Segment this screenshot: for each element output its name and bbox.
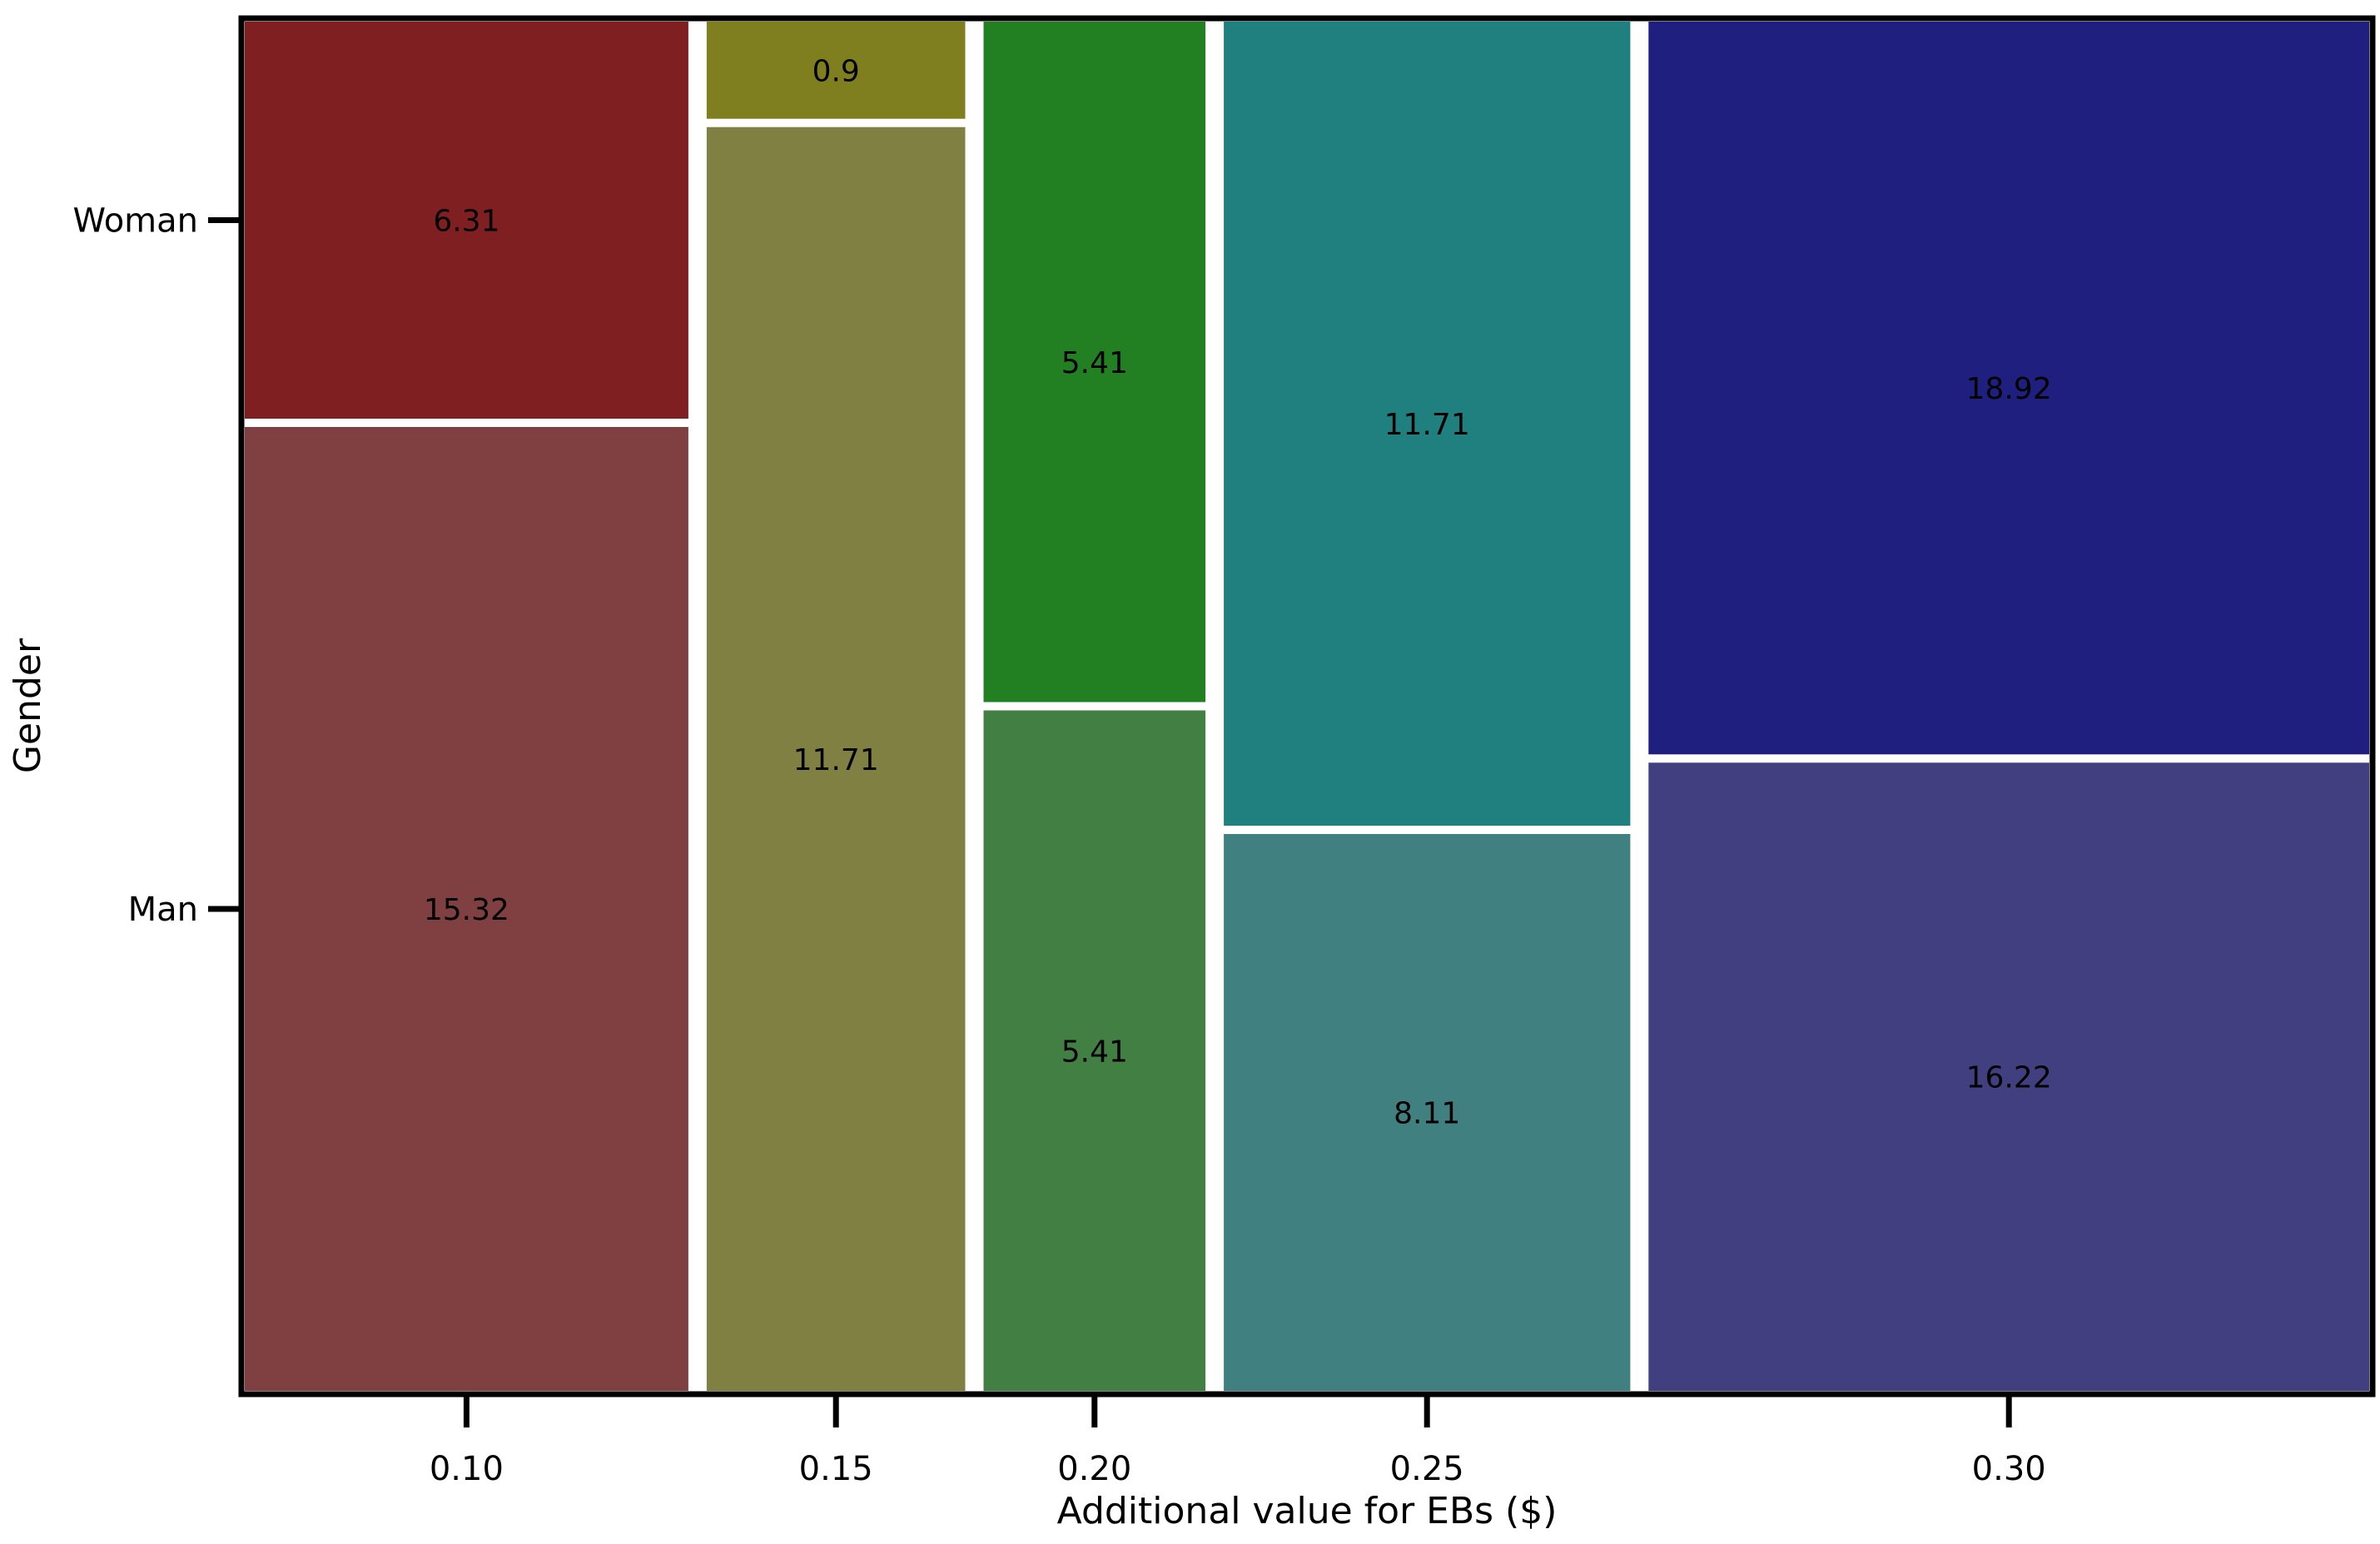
mosaic-cell-0_15-man <box>706 127 966 1392</box>
cell-value-label-0_10-woman: 6.31 <box>433 205 499 239</box>
cell-value-label-0_20-woman: 5.41 <box>1061 346 1128 380</box>
y-tick-label-woman: Woman <box>72 202 198 241</box>
cell-value-label-0_10-man: 15.32 <box>424 893 509 927</box>
cell-value-label-0_30-man: 16.22 <box>1966 1061 2052 1095</box>
mosaic-cell-0_30-woman <box>1648 22 2369 755</box>
mosaic-cell-0_30-man <box>1648 762 2369 1391</box>
x-tick-label-0_10: 0.10 <box>430 1450 504 1488</box>
y-tick-label-man: Man <box>128 891 198 929</box>
cell-value-label-0_15-woman: 0.9 <box>812 54 860 88</box>
mosaic-cell-0_15-woman <box>706 22 966 119</box>
x-axis-title: Additional value for EBs ($) <box>1057 1490 1558 1532</box>
cell-value-label-0_25-man: 8.11 <box>1394 1097 1460 1131</box>
x-tick-label-0_30: 0.30 <box>1972 1450 2046 1488</box>
mosaic-cell-0_25-woman <box>1224 22 1631 826</box>
cell-value-label-0_30-woman: 18.92 <box>1966 372 2052 406</box>
plot-frame <box>238 15 2376 1398</box>
cell-value-label-0_20-man: 5.41 <box>1061 1035 1128 1069</box>
cell-value-label-0_15-man: 11.71 <box>793 743 879 777</box>
mosaic-cell-0_10-man <box>245 427 688 1391</box>
mosaic-cell-0_25-man <box>1224 834 1631 1391</box>
mosaic-cell-0_20-woman <box>983 22 1206 702</box>
mosaic-cell-0_20-man <box>983 710 1206 1391</box>
cell-value-label-0_25-woman: 11.71 <box>1384 408 1470 442</box>
x-tick-label-0_15: 0.15 <box>799 1450 873 1488</box>
x-tick-label-0_20: 0.20 <box>1057 1450 1131 1488</box>
mosaic-cell-0_10-woman <box>245 22 688 419</box>
x-tick-label-0_25: 0.25 <box>1390 1450 1464 1488</box>
y-axis-title: Gender <box>7 638 49 773</box>
